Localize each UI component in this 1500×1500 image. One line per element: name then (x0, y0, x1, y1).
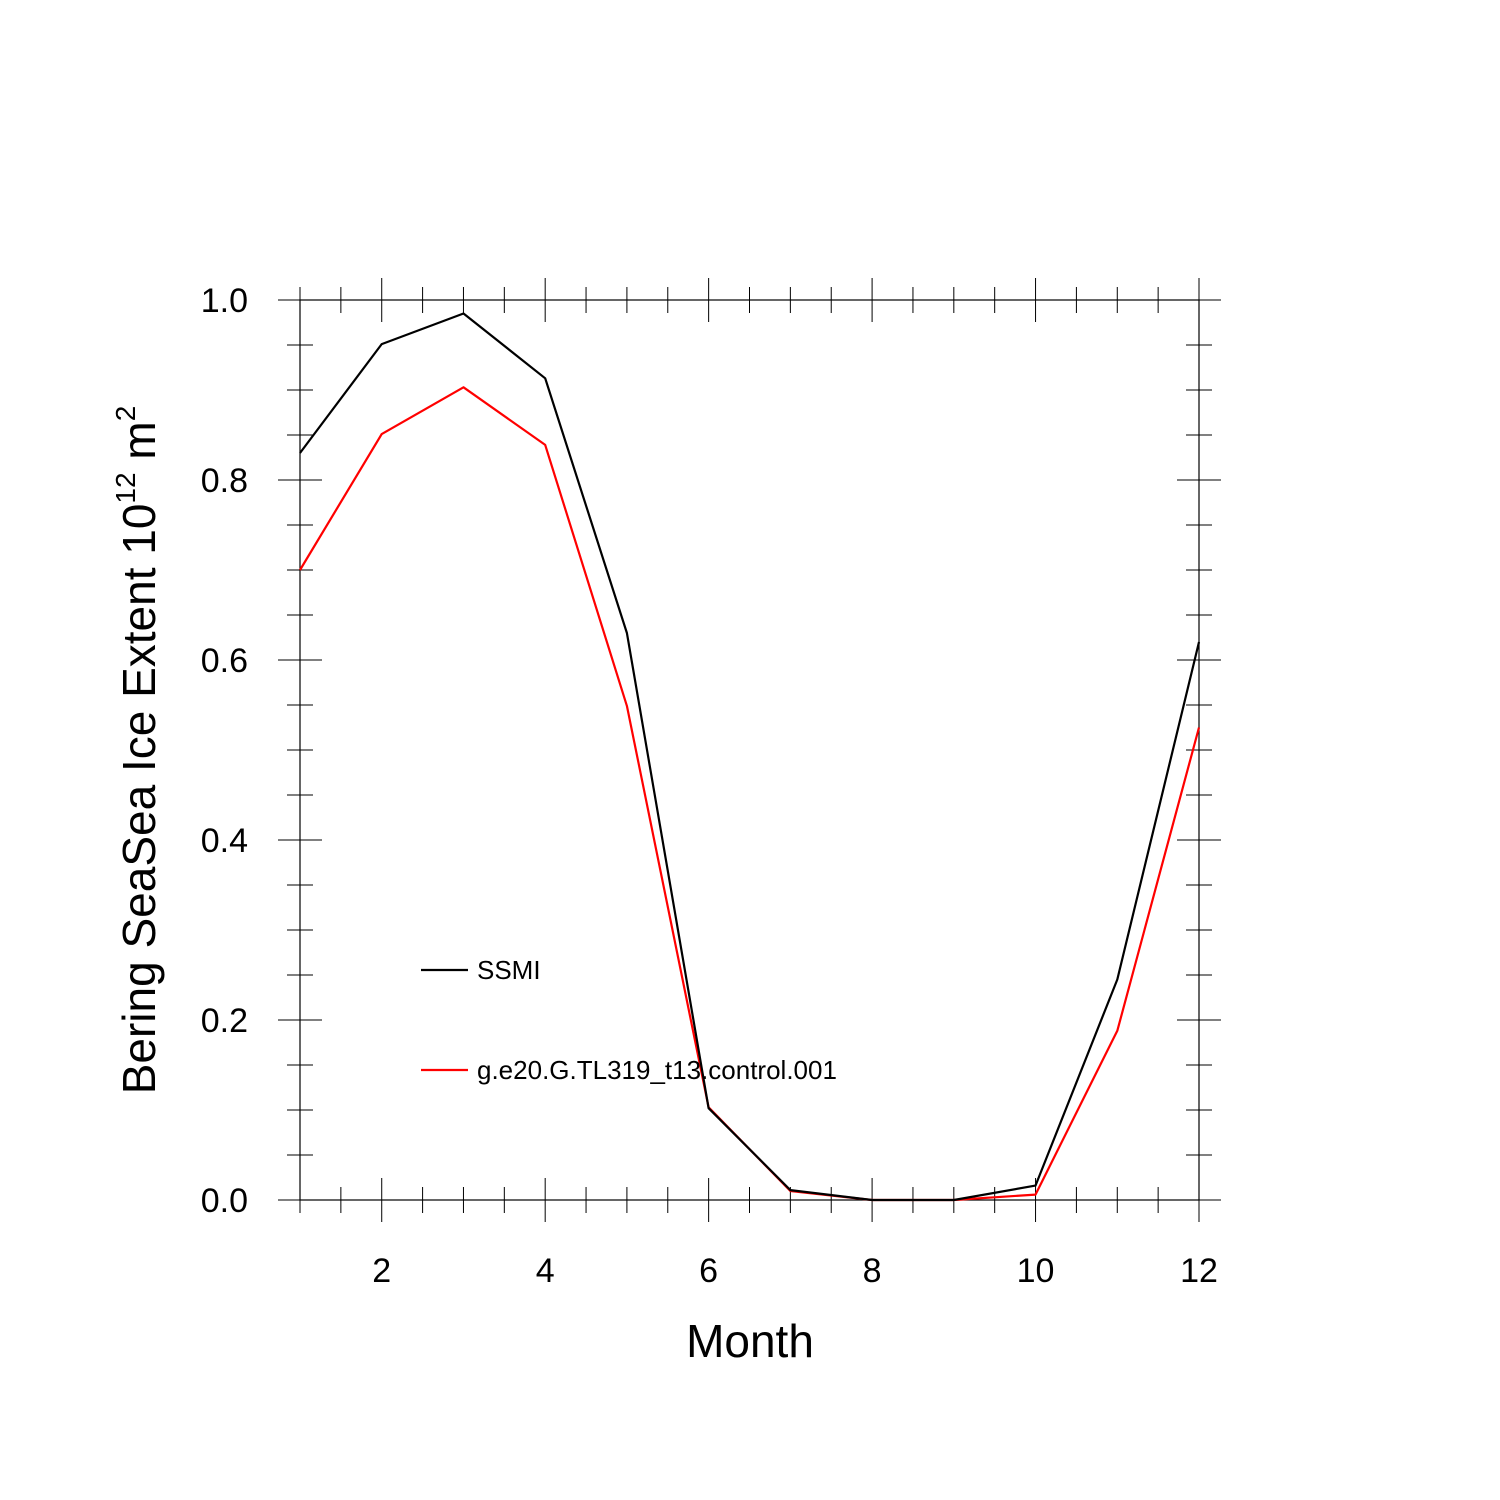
x-tick-label: 6 (699, 1252, 718, 1290)
y-tick-label: 1.0 (201, 282, 248, 320)
y-tick-label: 0.6 (201, 642, 248, 680)
axis-ticks (278, 278, 1221, 1222)
y-tick-label: 0.8 (201, 462, 248, 500)
legend: SSMI g.e20.G.TL319_t13.control.001 (421, 955, 837, 1085)
x-tick-label: 4 (536, 1252, 555, 1290)
legend-label: SSMI (477, 955, 541, 985)
x-tick-label: 2 (372, 1252, 391, 1290)
series-line (299, 312, 1201, 1202)
tick-labels: 0.0 0.2 0.4 0.6 0.8 1.0 2 4 6 8 10 12 (201, 282, 1218, 1290)
series-lines (299, 312, 1201, 1202)
y-tick-label: 0.0 (201, 1182, 248, 1220)
x-tick-label: 8 (863, 1252, 882, 1290)
x-tick-label: 10 (1017, 1252, 1055, 1290)
legend-label: g.e20.G.TL319_t13.control.001 (477, 1055, 837, 1085)
y-axis-title-main: Bering SeaSea Ice Extent 10 (113, 504, 165, 1095)
x-tick-label: 12 (1180, 1252, 1218, 1290)
y-axis-title-unit-exponent: 2 (110, 406, 141, 422)
y-tick-label: 0.4 (201, 822, 248, 860)
y-axis-title-unit: m (113, 421, 165, 472)
y-axis-title: Bering SeaSea Ice Extent 1012 m2 (110, 406, 165, 1095)
y-tick-label: 0.2 (201, 1002, 248, 1040)
y-axis-title-exponent: 12 (110, 472, 141, 503)
x-axis-title: Month (686, 1315, 814, 1367)
